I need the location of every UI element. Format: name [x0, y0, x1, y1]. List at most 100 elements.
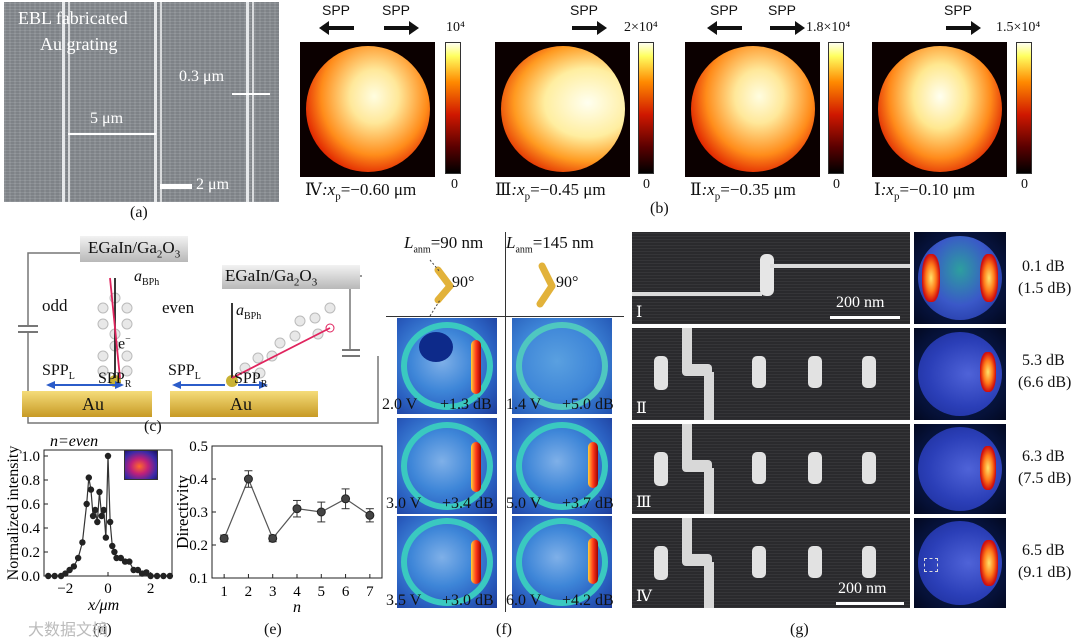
spp-label: SPP — [710, 2, 739, 18]
y-tick-label: 0.2 — [189, 538, 208, 554]
l-anm-label-2: Lanm=145 nm — [506, 233, 594, 256]
colorbar-min: 0 — [451, 177, 458, 192]
data-point — [153, 572, 161, 580]
x-tick-label: 2 — [245, 584, 253, 600]
y-axis-label: Directivity — [173, 475, 192, 549]
roman-label: Ⅲ — [636, 494, 652, 511]
right-arrow-icon — [770, 21, 805, 35]
scalebar-label: 2 μm — [196, 176, 230, 193]
x-tick-label: 3 — [269, 584, 277, 600]
sem-image-grating: EBL fabricated Au grating 0.3 μm 5 μm 2 … — [4, 2, 279, 202]
voltage-label: 3.5 V — [386, 592, 422, 609]
y-tick-label: 0.5 — [189, 439, 208, 455]
gain-label: +3.4 dB — [442, 495, 494, 512]
right-arrow-icon — [572, 21, 607, 35]
data-point — [79, 539, 86, 546]
right-arrow-icon — [384, 21, 419, 35]
l-anm-label-1: Lanm=90 nm — [404, 233, 484, 256]
data-point — [111, 548, 118, 556]
data-point — [102, 534, 110, 541]
spp-right-label: SPPR — [234, 370, 268, 391]
scalebar — [836, 602, 904, 605]
x-tick-label: 6 — [342, 584, 350, 600]
x-tick-label: 7 — [366, 584, 374, 600]
db-value-paren: (1.5 dB) — [1018, 280, 1072, 297]
sem-nanoantenna: Ⅳ 200 nm — [632, 518, 910, 608]
odd-label: odd — [42, 296, 68, 315]
colorbar-max: 1.5×10⁴ — [996, 20, 1041, 35]
y-tick-label: 0.4 — [21, 521, 40, 537]
data-point — [166, 572, 174, 580]
data-point — [341, 494, 351, 504]
voltage-label: 1.4 V — [506, 396, 542, 413]
data-point — [83, 500, 90, 508]
dim-period-arrow — [68, 133, 156, 135]
data-point — [106, 518, 114, 526]
colorbar — [445, 42, 461, 174]
x-axis-label: x/μm — [87, 597, 119, 614]
data-point — [126, 558, 133, 565]
map-caption: Ⅳ:xp=−0.60 μm — [305, 180, 417, 203]
x-tick-label: 5 — [318, 584, 326, 600]
fourier-map — [397, 516, 497, 608]
colorbar — [1016, 42, 1032, 174]
y-tick-label: 0.6 — [21, 497, 40, 513]
bfp-map — [914, 328, 1006, 420]
data-point — [45, 572, 52, 580]
x-tick-label: 1 — [220, 584, 228, 600]
map-caption: Ⅱ:xp=−0.35 μm — [690, 180, 796, 203]
left-arrow-icon — [319, 21, 354, 35]
inset-map — [124, 450, 158, 480]
a-bph-label: aBPh — [236, 302, 262, 323]
grating-line — [154, 2, 157, 202]
x-tick-label: 2 — [147, 581, 155, 597]
voltage-label: 2.0 V — [382, 396, 418, 413]
colorbar — [828, 42, 844, 174]
gain-label: +5.0 dB — [562, 396, 614, 413]
fourier-map — [512, 418, 612, 514]
data-point — [89, 512, 97, 520]
gain-label: +3.0 dB — [442, 592, 494, 609]
watermark: 大数据文摘 — [28, 622, 109, 639]
data-point — [134, 566, 142, 574]
roman-label: Ⅳ — [636, 588, 652, 605]
au-label: Au — [230, 394, 252, 414]
scalebar — [830, 316, 900, 319]
colorbar — [638, 42, 654, 174]
right-arrow-icon — [946, 21, 981, 35]
y-tick-label: 0.8 — [21, 473, 40, 489]
db-value: 0.1 dB — [1022, 258, 1065, 275]
angle-label: 90° — [452, 274, 475, 291]
colorbar-max: 10⁴ — [446, 20, 465, 35]
data-point — [62, 570, 69, 577]
data-point — [94, 518, 101, 526]
panel-e-label: (e) — [264, 621, 282, 638]
grating-line — [62, 2, 65, 202]
data-point — [243, 474, 253, 484]
heatmap — [300, 42, 435, 177]
data-point — [365, 510, 375, 520]
voltage-label: 5.0 V — [506, 495, 542, 512]
data-point — [66, 566, 73, 574]
colorbar-min: 0 — [833, 177, 840, 192]
scalebar-label: 200 nm — [838, 580, 887, 597]
panel-c-label: (c) — [144, 418, 162, 435]
electrode-label-left: EGaIn/Ga2O3 — [88, 238, 181, 261]
data-point — [92, 506, 99, 514]
data-point — [85, 474, 93, 481]
dim-period-label: 5 μm — [90, 110, 124, 127]
data-point — [219, 533, 229, 543]
spp-label: SPP — [322, 2, 351, 18]
bfp-map — [914, 518, 1006, 608]
data-point — [109, 542, 116, 550]
data-point — [160, 572, 167, 580]
bfp-map — [914, 424, 1006, 514]
x-tick-label: 0 — [104, 581, 112, 597]
heatmap — [495, 42, 630, 177]
data-point — [104, 452, 112, 460]
panel-f-label: (f) — [496, 621, 512, 638]
x-tick-label: 4 — [293, 584, 301, 600]
grating-line — [160, 2, 162, 202]
scalebar — [160, 184, 192, 189]
panel-g-label: (g) — [790, 621, 809, 638]
